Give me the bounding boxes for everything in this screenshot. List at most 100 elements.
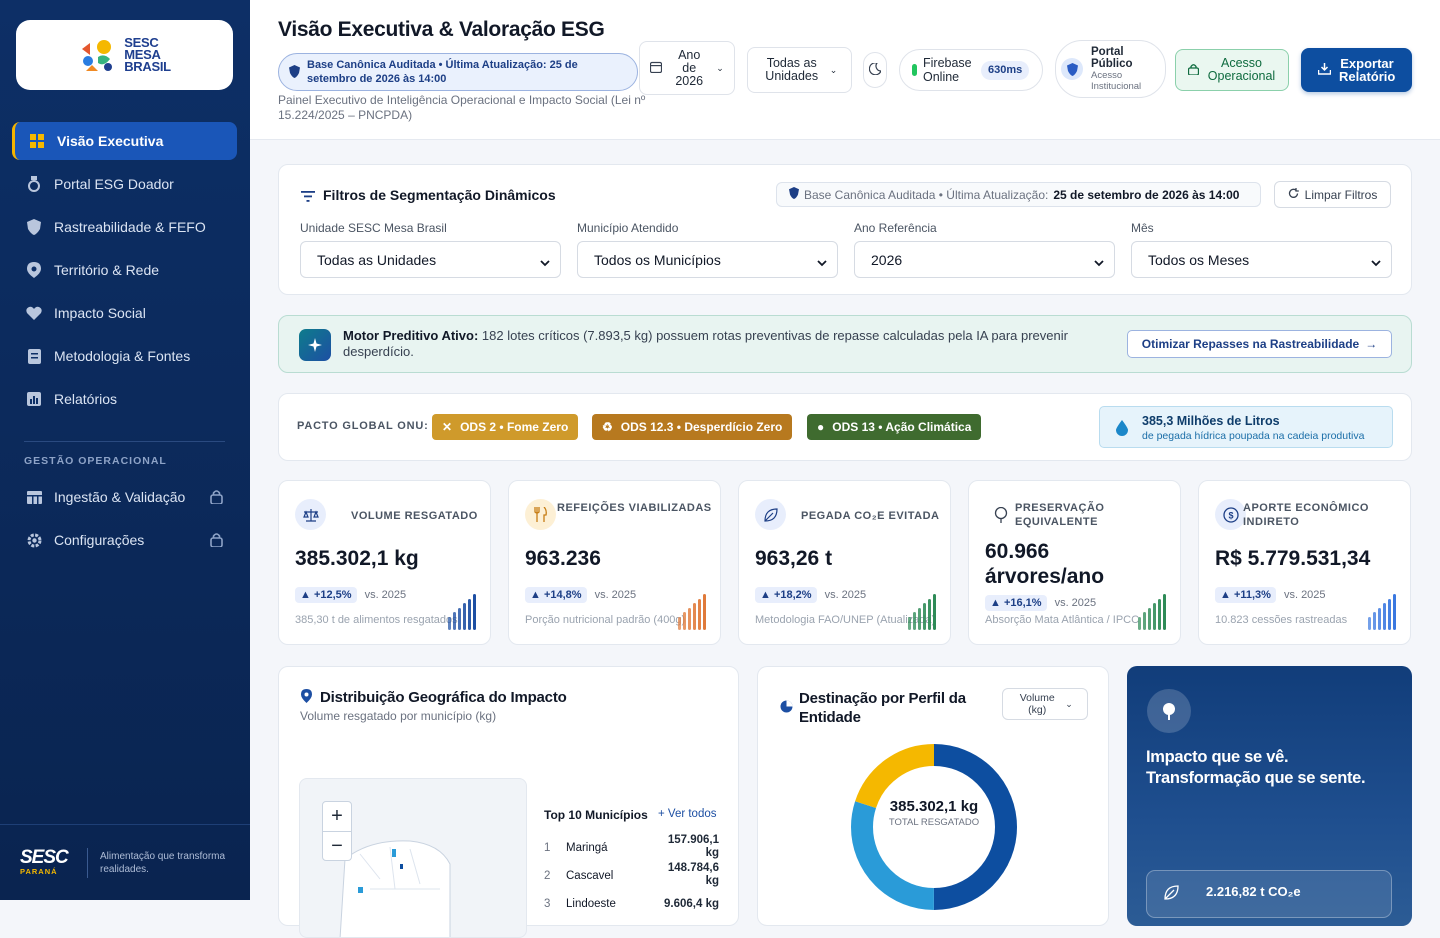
filter-label: Mês bbox=[1131, 221, 1154, 235]
theme-toggle-button[interactable] bbox=[863, 52, 887, 88]
sidebar-item-visao-executiva[interactable]: Visão Executiva bbox=[12, 122, 237, 160]
ods-13-badge: ● ODS 13 • Ação Climática bbox=[807, 414, 982, 440]
kpi-meals-card[interactable]: REFEIÇÕES VIABILIZADAS 963.236 ▲ +14,8% v… bbox=[508, 480, 721, 645]
public-portal-button[interactable]: Portal Público Acesso Institucional bbox=[1055, 40, 1166, 98]
ods-2-badge: ✕ ODS 2 • Fome Zero bbox=[432, 414, 579, 440]
ods-label: PACTO GLOBAL ONU: bbox=[297, 420, 429, 432]
kpi-volume-card[interactable]: VOLUME RESGATADO 385.302,1 kg ▲ +12,5% vs… bbox=[278, 480, 491, 645]
sesc-parana-logo: SESC PARANÁ bbox=[20, 847, 69, 876]
operational-access-button[interactable]: Acesso Operacional bbox=[1175, 49, 1289, 91]
sparkline-bar bbox=[468, 599, 471, 630]
heart-icon bbox=[26, 305, 42, 321]
metric-select[interactable]: Volume (kg) ⌄ bbox=[1002, 688, 1088, 720]
sidebar-item-rastreabilidade[interactable]: Rastreabilidade & FEFO bbox=[12, 208, 237, 246]
donut-segment[interactable] bbox=[851, 744, 1017, 910]
list-item[interactable]: 2 Cascavel 148.784,6 kg bbox=[544, 862, 719, 887]
bar-chart-icon bbox=[26, 391, 42, 407]
sidebar-item-territorio[interactable]: Território & Rede bbox=[12, 251, 237, 289]
refresh-icon bbox=[1288, 187, 1299, 202]
sparkline-bar bbox=[908, 617, 911, 630]
export-report-button[interactable]: Exportar Relatório bbox=[1301, 48, 1412, 92]
status-dot-icon bbox=[912, 64, 917, 76]
section-label: GESTÃO OPERACIONAL bbox=[24, 455, 167, 467]
gear-icon bbox=[26, 532, 42, 548]
optimize-transfers-button[interactable]: Otimizar Repasses na Rastreabilidade → bbox=[1127, 330, 1392, 358]
list-item[interactable]: 1 Maringá 157.906,1 kg bbox=[544, 834, 719, 859]
clear-filters-button[interactable]: Limpar Filtros bbox=[1274, 181, 1391, 208]
logo-text: SESC MESA BRASIL bbox=[124, 35, 171, 74]
scale-icon bbox=[295, 499, 326, 530]
sidebar-item-relatorios[interactable]: Relatórios bbox=[12, 380, 237, 418]
sparkline-bar bbox=[463, 603, 466, 630]
sidebar-divider bbox=[24, 441, 225, 442]
latency-badge: 630ms bbox=[981, 60, 1030, 80]
sparkline-bar bbox=[1383, 603, 1386, 630]
kpi-economic-card[interactable]: $ APORTE ECONÔMICO INDIRETO R$ 5.779.531… bbox=[1198, 480, 1411, 645]
sidebar-item-metodologia[interactable]: Metodologia & Fontes bbox=[12, 337, 237, 375]
sparkline-bar bbox=[1393, 594, 1396, 630]
trend-sparkline bbox=[678, 594, 706, 630]
fork-knife-icon bbox=[525, 499, 556, 530]
sparkline-bar bbox=[683, 612, 686, 630]
filter-icon bbox=[301, 189, 315, 207]
filter-label: Unidade SESC Mesa Brasil bbox=[300, 221, 447, 235]
lock-icon bbox=[1187, 63, 1199, 78]
zoom-out-button[interactable]: − bbox=[331, 835, 343, 857]
sidebar-item-ingestao[interactable]: Ingestão & Validação bbox=[12, 478, 237, 516]
geo-distribution-card: Distribuição Geográfica do Impacto Volum… bbox=[278, 666, 739, 938]
sidebar-item-impacto-social[interactable]: Impacto Social bbox=[12, 294, 237, 332]
month-filter-select[interactable]: Todos os Meses bbox=[1131, 241, 1392, 278]
arrow-right-icon: → bbox=[1365, 337, 1378, 351]
units-select[interactable]: Todas as Unidades ⌄ bbox=[747, 47, 852, 93]
ods-12-badge: ♻ ODS 12.3 • Desperdício Zero bbox=[592, 414, 793, 440]
sidebar-item-label: Impacto Social bbox=[54, 305, 146, 321]
filters-audit-badge: Base Canônica Auditada • Última Atualiza… bbox=[776, 182, 1261, 207]
promo-card: Impacto que se vê. Transformação que se … bbox=[1127, 666, 1412, 926]
sparkline-bar bbox=[1378, 608, 1381, 630]
sparkline-bar bbox=[458, 608, 461, 630]
municipality-filter-select[interactable]: Todos os Municípios bbox=[577, 241, 838, 278]
destination-donut[interactable] bbox=[849, 742, 1019, 912]
sesc-mesa-brasil-logo-icon bbox=[78, 35, 118, 75]
see-all-link[interactable]: + Ver todos bbox=[658, 808, 717, 820]
list-item[interactable]: 3 Lindoeste 9.606,4 kg bbox=[544, 898, 719, 910]
shield-icon bbox=[26, 219, 42, 235]
year-select[interactable]: Ano de 2026 ⌄ bbox=[639, 41, 735, 95]
sparkline-bar bbox=[1158, 599, 1161, 630]
chevron-down-icon: ⌄ bbox=[829, 64, 838, 75]
sidebar-item-portal-esg[interactable]: Portal ESG Doador bbox=[12, 165, 237, 203]
leaf-icon bbox=[755, 499, 786, 530]
trend-sparkline bbox=[908, 594, 936, 630]
kpi-trees-card[interactable]: PRESERVAÇÃO EQUIVALENTE 60.966 árvores/a… bbox=[968, 480, 1181, 645]
sidebar-item-configuracoes[interactable]: Configurações bbox=[12, 521, 237, 559]
donut-segment[interactable] bbox=[851, 744, 1017, 910]
sparkline-bar bbox=[473, 594, 476, 630]
filter-label: Ano Referência bbox=[854, 221, 937, 235]
sparkline-bar bbox=[1148, 608, 1151, 630]
chevron-down-icon: ⌄ bbox=[716, 62, 724, 73]
moon-icon bbox=[868, 61, 882, 78]
download-icon bbox=[1317, 63, 1332, 77]
shield-check-icon bbox=[789, 187, 799, 202]
sparkline-bar bbox=[448, 617, 451, 630]
kpi-co2-card[interactable]: PEGADA CO₂E EVITADA 963,26 t ▲ +18,2% vs.… bbox=[738, 480, 951, 645]
top-header: Visão Executiva & Valoração ESG Base Can… bbox=[250, 0, 1440, 140]
trend-sparkline bbox=[1138, 594, 1166, 630]
footer-tagline: Alimentação que transforma realidades. bbox=[100, 850, 226, 875]
trend-sparkline bbox=[1368, 594, 1396, 630]
zoom-in-button[interactable]: + bbox=[323, 802, 351, 832]
sparkline-bar bbox=[1373, 612, 1376, 630]
unit-filter-select[interactable]: Todas as Unidades bbox=[300, 241, 561, 278]
logo-card[interactable]: SESC MESA BRASIL bbox=[16, 20, 233, 90]
water-drop-icon bbox=[1116, 420, 1128, 441]
coin-icon: $ bbox=[1215, 499, 1246, 530]
sparkline-bar bbox=[693, 603, 696, 630]
destination-title: Destinação por Perfil da Entidade bbox=[799, 690, 966, 726]
year-filter-select[interactable]: 2026 bbox=[854, 241, 1115, 278]
municipality-map[interactable]: + − bbox=[299, 778, 527, 938]
predictive-banner: Motor Preditivo Ativo: 182 lotes crítico… bbox=[278, 315, 1412, 373]
donut-center: 385.302,1 kg TOTAL RESGATADO bbox=[888, 798, 980, 829]
sparkles-icon bbox=[299, 329, 331, 361]
sparkline-bar bbox=[453, 612, 456, 630]
sparkline-bar bbox=[918, 608, 921, 630]
